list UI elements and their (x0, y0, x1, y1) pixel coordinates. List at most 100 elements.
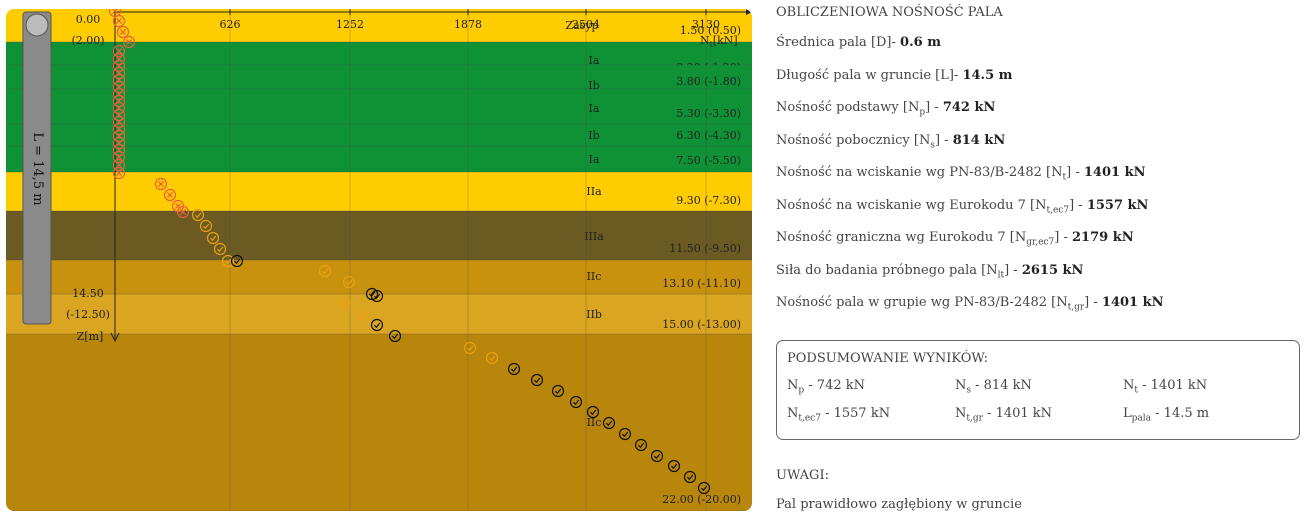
layer-bottom-level: 13.10 (-11.10) (662, 277, 741, 290)
layer-bottom-level: 6.30 (-4.30) (676, 129, 741, 142)
fail-marker-circle (112, 80, 126, 94)
x-tick-label: 1878 (454, 18, 482, 31)
results-title: OBLICZENIOWA NOŚNOŚĆ PALA (776, 5, 1003, 20)
fail-marker-circle (112, 101, 126, 115)
fail-marker-circle (112, 150, 126, 164)
ok-marker-circle (551, 384, 565, 398)
ok-marker-circle (213, 242, 227, 256)
summary-title: PODSUMOWANIE WYNIKÓW: (787, 351, 988, 366)
layer-name: Ib (588, 129, 599, 142)
result-row: Nośność pala w grupie wg PN-83/B-2482 [N… (776, 295, 1164, 313)
ok-marker-check (621, 431, 629, 438)
layer-name: IIIa (584, 230, 604, 243)
ok-marker-circle (586, 405, 600, 419)
layer-name: IIb (586, 308, 602, 321)
soil-layer (6, 42, 752, 65)
ok-marker (463, 341, 477, 355)
soil-layer (6, 89, 752, 124)
base-level-label: (-12.50) (66, 308, 110, 321)
ok-marker (388, 329, 402, 343)
fail-marker-cross (115, 169, 123, 177)
fail-marker-circle (112, 14, 126, 28)
result-value: 1401 kN (1083, 165, 1146, 180)
fail-marker-circle (112, 166, 126, 180)
summary-item: Nt,ec7 - 1557 kN (787, 406, 891, 424)
ok-marker-check (373, 293, 381, 300)
fail-marker-circle (116, 25, 130, 39)
fail-marker-circle (112, 158, 126, 172)
summary-item: Np - 742 kN (787, 378, 865, 396)
fail-marker (163, 188, 177, 202)
ok-marker-circle (221, 254, 235, 268)
ok-marker-check (340, 300, 348, 307)
ok-marker (318, 264, 332, 278)
layer-bottom-level: 7.50 (-5.50) (676, 154, 741, 167)
fail-marker-circle (112, 87, 126, 101)
ok-marker (697, 481, 711, 495)
ok-marker-check (686, 474, 694, 481)
ok-marker (354, 307, 368, 321)
soil-layer (6, 65, 752, 89)
ok-marker-check (637, 442, 645, 449)
fail-marker-circle (112, 59, 126, 73)
ok-marker-check (321, 268, 329, 275)
ok-marker (199, 219, 213, 233)
result-row: Nośność graniczna wg Eurokodu 7 [Ngr,ec7… (776, 230, 1134, 248)
ok-marker-check (554, 388, 562, 395)
layer-name: Ia (589, 54, 600, 67)
ok-marker-check (373, 322, 381, 329)
ok-marker-check (572, 399, 580, 406)
soil-layer (6, 294, 752, 334)
ok-marker-check (194, 212, 202, 219)
ok-marker-check (510, 366, 518, 373)
ok-marker-check (224, 258, 232, 265)
layer-bottom-level: 9.30 (-7.30) (676, 194, 741, 207)
ok-marker (683, 470, 697, 484)
x-tick-label: 626 (220, 18, 241, 31)
fail-marker-circle (163, 188, 177, 202)
ok-marker-check (209, 235, 217, 242)
fail-marker-circle (112, 143, 126, 157)
layer-bottom-level: 11.50 (-9.50) (669, 242, 741, 255)
ok-marker-circle (507, 362, 521, 376)
ok-marker-check (605, 420, 613, 427)
fail-marker (112, 150, 126, 164)
ok-marker-check (202, 223, 210, 230)
ok-marker (650, 449, 664, 463)
layer-name: Ia (589, 102, 600, 115)
fail-marker (154, 177, 168, 191)
ok-marker-check (589, 409, 597, 416)
fail-marker-cross (157, 180, 165, 188)
fail-marker-circle (112, 115, 126, 129)
fail-marker (112, 14, 126, 28)
fail-marker (112, 44, 126, 58)
ok-marker-check (533, 377, 541, 384)
fail-marker-circle (112, 66, 126, 80)
notes-title: UWAGI: (776, 468, 829, 483)
summary-item: Ns - 814 kN (955, 378, 1032, 396)
ok-marker (370, 289, 384, 303)
fail-marker (112, 166, 126, 180)
layer-name: Ib (588, 79, 599, 92)
base-depth-label: 14.50 (72, 287, 104, 300)
fail-marker (122, 35, 136, 49)
fail-marker-cross (179, 208, 187, 216)
y-axis-label: Z[m] (77, 330, 104, 343)
x-tick-label: 1252 (336, 18, 364, 31)
result-value: 2615 kN (1021, 262, 1084, 278)
soil-layer (6, 260, 752, 294)
layer-bottom-level: 15.00 (-13.00) (662, 318, 741, 331)
layer-bottom-level: 1.50 (0.50) (680, 24, 741, 37)
ok-marker (230, 254, 244, 268)
ok-marker (530, 373, 544, 387)
ok-marker-circle (199, 219, 213, 233)
pile-capacity-chart: 1.50 (0.50)Ia3.20 (-1.20)Ib3.80 (-1.80)I… (6, 9, 752, 511)
ok-marker-circle (337, 296, 351, 310)
ok-marker-check (216, 246, 224, 253)
x-axis-arrow (746, 9, 752, 15)
ok-marker-check (670, 463, 678, 470)
result-row: Nośność na wciskanie wg PN-83/B-2482 [Nt… (776, 165, 1146, 183)
ok-marker-circle (530, 373, 544, 387)
pile-length-label: L = 14,5 m (30, 132, 45, 205)
ok-marker-circle (634, 438, 648, 452)
